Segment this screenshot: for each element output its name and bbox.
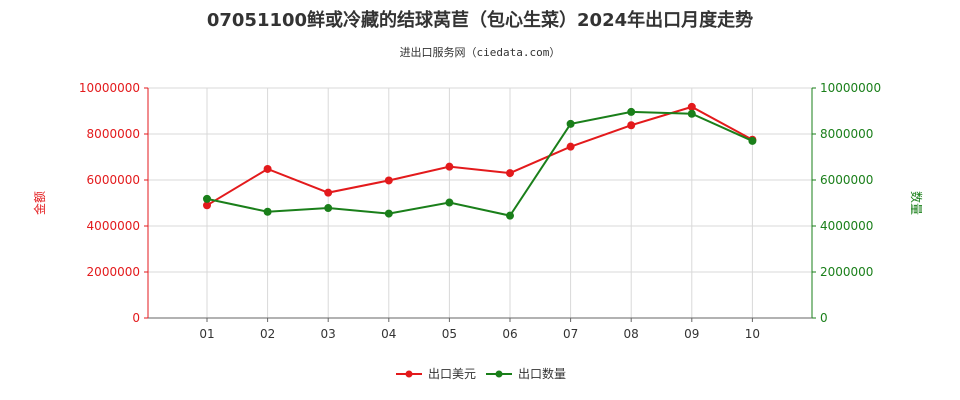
series-point [203, 201, 211, 210]
series-point [324, 204, 333, 213]
chart-subtitle: 进出口服务网（ciedata.com） [399, 46, 561, 59]
series-point [445, 198, 454, 207]
chart-title: 07051100鲜或冷藏的结球莴苣（包心生菜）2024年出口月度走势 [206, 10, 754, 31]
right-tick-label: 6000000 [820, 173, 873, 187]
x-tick-label: 02 [260, 327, 275, 341]
axes [147, 88, 813, 319]
series-point [566, 142, 575, 151]
right-tick-label: 8000000 [820, 127, 873, 141]
series-point [445, 162, 454, 171]
x-tick-label: 08 [624, 327, 639, 341]
legend-item: 出口数量 [486, 366, 566, 381]
right-axis-title: 数量 [909, 191, 924, 215]
left-tick-label: 2000000 [87, 265, 140, 279]
left-tick-label: 10000000 [79, 81, 140, 95]
x-tick-label: 04 [381, 327, 396, 341]
x-tick-label: 07 [563, 327, 578, 341]
x-tick-label: 01 [199, 327, 214, 341]
left-tick-label: 0 [132, 311, 140, 325]
series-point [384, 209, 393, 218]
series-line [206, 110, 753, 217]
legend-label: 出口数量 [518, 366, 566, 381]
left-tick-label: 4000000 [87, 219, 140, 233]
x-tick-label: 05 [442, 327, 457, 341]
series-point [627, 107, 636, 116]
series-point [566, 119, 575, 128]
right-tick-label: 2000000 [820, 265, 873, 279]
series-point [748, 136, 757, 145]
series-point [263, 164, 272, 173]
series-point [506, 211, 514, 220]
left-tick-label: 8000000 [87, 127, 140, 141]
x-tick-label: 03 [321, 327, 336, 341]
series-point [687, 109, 696, 118]
right-tick-label: 4000000 [820, 219, 873, 233]
right-tick-label: 10000000 [820, 81, 881, 95]
x-tick-labels: 01 02 03 04 05 06 07 08 09 10 [199, 318, 760, 341]
left-axis-title: 金额 [32, 191, 47, 215]
x-tick-label: 09 [684, 327, 699, 341]
series-2 [203, 107, 757, 220]
legend-label: 出口美元 [428, 367, 476, 381]
right-tick-label: 0 [820, 311, 828, 325]
series-1 [203, 102, 757, 210]
series-point [506, 169, 514, 178]
series-line [206, 105, 753, 207]
legend: 出口美元 出口数量 [396, 366, 566, 381]
legend-marker [495, 370, 503, 378]
legend-marker [405, 370, 413, 378]
series-point [324, 188, 333, 197]
series-point [203, 194, 211, 203]
x-tick-label: 10 [745, 327, 760, 341]
x-tick-label: 06 [502, 327, 517, 341]
legend-item: 出口美元 [396, 367, 476, 381]
right-tick-labels: 0 2000000 4000000 6000000 8000000 10000000 [812, 81, 881, 325]
left-tick-label: 6000000 [87, 173, 140, 187]
series-point [687, 102, 696, 111]
series-point [384, 176, 393, 185]
series-point [627, 121, 636, 130]
series-point [263, 207, 272, 216]
left-tick-labels: 0 2000000 4000000 6000000 8000000 10000000 [79, 81, 148, 325]
